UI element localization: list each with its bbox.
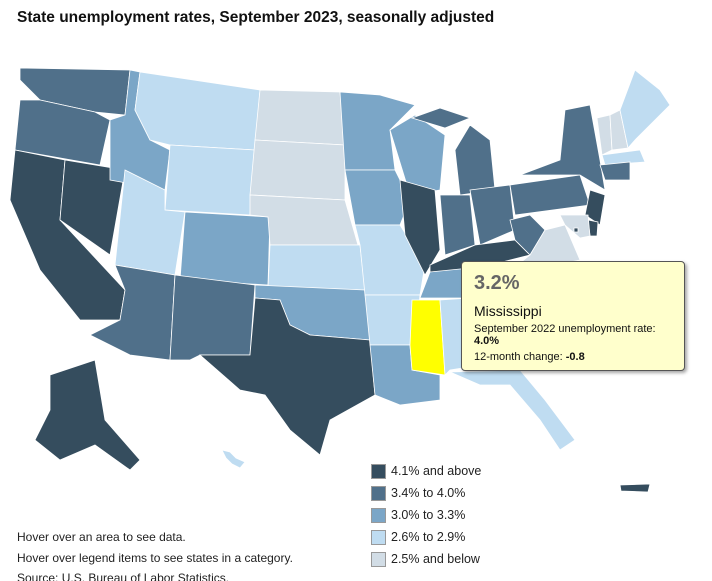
tooltip-prior-rate: September 2022 unemployment rate: 4.0% [474, 323, 672, 347]
state-nm[interactable] [169, 274, 256, 361]
legend-item-3-0-to-3-3[interactable]: 3.0% to 3.3% [371, 504, 481, 526]
state-pr[interactable] [619, 483, 651, 493]
state-wy[interactable] [164, 144, 256, 216]
legend-label: 2.6% to 2.9% [391, 530, 466, 544]
state-ma[interactable] [601, 149, 646, 166]
change-label: 12-month change: [474, 351, 566, 363]
state-pa[interactable] [509, 174, 591, 216]
legend-label: 2.5% and below [391, 552, 480, 566]
footer-notes: Hover over an area to see data. Hover ov… [17, 527, 293, 581]
state-ny[interactable] [519, 104, 606, 191]
state-mt[interactable] [134, 71, 261, 151]
state-in[interactable] [439, 194, 476, 256]
state-ms[interactable] [409, 299, 446, 376]
state-vt[interactable] [596, 114, 613, 156]
legend-label: 3.0% to 3.3% [391, 508, 466, 522]
legend-swatch [371, 463, 386, 479]
legend-swatch [371, 551, 386, 567]
state-nv[interactable] [59, 159, 126, 256]
source-note: Source: U.S. Bureau of Labor Statistics. [17, 571, 230, 581]
hover-legend-note: Hover over legend items to see states in… [17, 550, 293, 565]
state-co[interactable] [179, 211, 271, 286]
state-fl[interactable] [449, 369, 576, 451]
state-nd[interactable] [254, 89, 346, 146]
legend-item-2-6-to-2-9[interactable]: 2.6% to 2.9% [371, 526, 481, 548]
legend-item-4-1-and-above[interactable]: 4.1% and above [371, 460, 481, 482]
legend-swatch [371, 529, 386, 545]
state-md[interactable] [559, 214, 591, 239]
state-dc[interactable] [573, 227, 579, 233]
state-tooltip: 3.2% Mississippi September 2022 unemploy… [461, 261, 685, 371]
tooltip-state: Mississippi [474, 303, 542, 319]
state-ak[interactable] [34, 359, 141, 471]
prior-value: 4.0% [474, 335, 500, 347]
prior-label: September 2022 unemployment rate: [474, 323, 656, 335]
legend-item-2-5-and-below[interactable]: 2.5% and below [371, 548, 481, 570]
state-me[interactable] [619, 69, 671, 149]
state-oh[interactable] [469, 184, 516, 246]
state-nj[interactable] [584, 189, 606, 226]
map-title: State unemployment rates, September 2023… [17, 9, 495, 26]
state-mi[interactable] [454, 124, 496, 196]
legend-label: 4.1% and above [391, 464, 482, 478]
state-tx[interactable] [198, 297, 376, 456]
state-ia[interactable] [344, 169, 411, 226]
state-ks[interactable] [267, 244, 366, 291]
state-miup[interactable] [410, 107, 472, 129]
legend-swatch [371, 507, 386, 523]
state-sd[interactable] [249, 139, 346, 201]
legend-swatch [371, 485, 386, 501]
state-ct[interactable] [599, 161, 631, 181]
state-hi[interactable] [221, 449, 246, 469]
legend: 4.1% and above 3.4% to 4.0% 3.0% to 3.3%… [371, 460, 481, 570]
change-value: -0.8 [565, 351, 585, 363]
tooltip-change: 12-month change: -0.8 [474, 351, 672, 363]
legend-label: 3.4% to 4.0% [391, 486, 466, 500]
state-il[interactable] [399, 179, 441, 276]
tooltip-rate: 3.2% [474, 272, 520, 294]
legend-item-3-4-to-4-0[interactable]: 3.4% to 4.0% [371, 482, 481, 504]
hover-area-note: Hover over an area to see data. [17, 530, 186, 544]
